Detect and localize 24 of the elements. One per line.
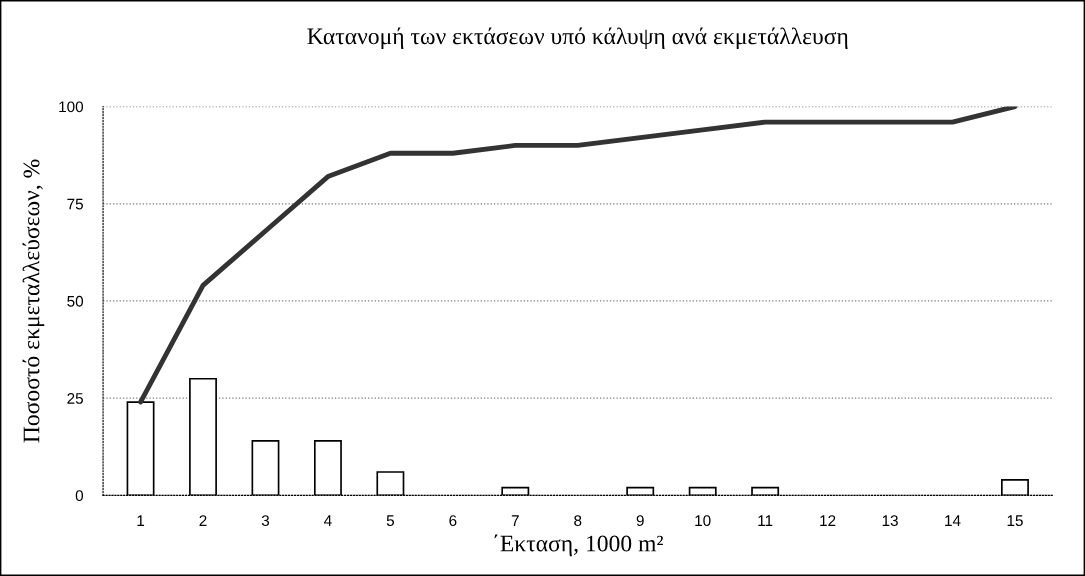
x-tick-label: 10 [695,515,711,527]
y-axis-title: Ποσοστό εκμεταλλεύσεων, % [22,159,45,443]
x-tick-label: 7 [511,515,519,526]
x-tick-label: 15 [1007,515,1023,527]
x-tick-label: 4 [324,515,332,526]
x-tick-label: 2 [199,515,207,526]
y-tick-label: 100 [59,101,84,113]
x-tick-label: 13 [882,515,898,527]
x-tick-label: 3 [261,515,270,527]
x-tick-label: 6 [449,515,457,527]
y-tick-label: 50 [67,295,84,307]
y-tick-label: 0 [75,490,84,502]
x-tick-label: 5 [386,515,394,527]
line-series [138,106,1018,405]
chart-title: Κατανομή των εκτάσεων υπό κάλυψη ανά εκμετάλλευση [307,27,848,50]
x-tick-label: 12 [820,515,836,526]
y-tick-label: 75 [67,198,83,210]
x-tick-label: 1 [137,515,145,526]
x-tick-label: 14 [945,515,961,526]
x-tick-label: 9 [636,515,644,527]
x-tick-label: 11 [758,515,773,526]
x-axis-title: ΄Εκταση, 1000 m² [494,534,663,557]
x-tick-label: 8 [574,515,582,527]
y-tick-label: 25 [67,393,83,404]
